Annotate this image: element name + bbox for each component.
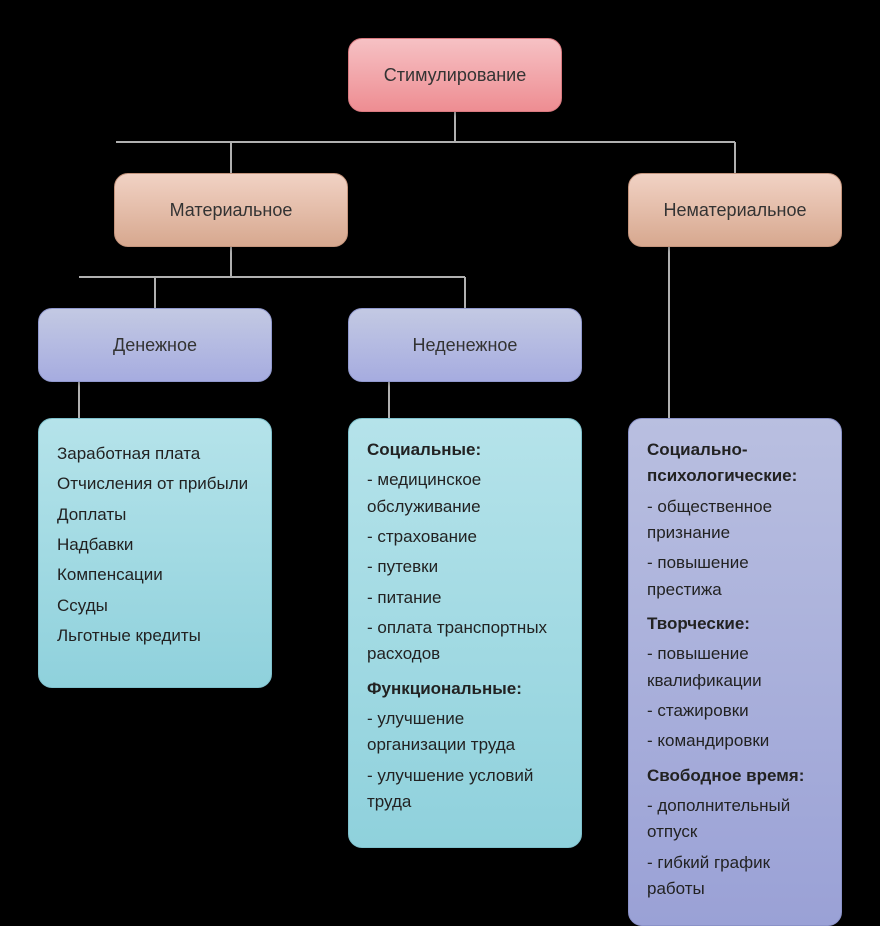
- detail-item: - путевки: [367, 554, 565, 580]
- detail-item: - улучшение условий труда: [367, 763, 565, 816]
- node-root-label: Стимулирование: [384, 65, 526, 86]
- node-monetary-label: Денежное: [113, 335, 197, 356]
- detail-item: Социально-психологические:: [647, 437, 825, 490]
- detail-item: - гибкий график работы: [647, 850, 825, 903]
- node-material-label: Материальное: [170, 200, 293, 221]
- detail-item: Льготные кредиты: [57, 623, 255, 649]
- detail-item: Ссуды: [57, 593, 255, 619]
- detail-monetary: Заработная плата Отчисления от прибыли Доп…: [38, 418, 272, 688]
- node-nonmonetary-label: Неденежное: [413, 335, 518, 356]
- node-material: Материальное: [114, 173, 348, 247]
- detail-item: Отчисления от прибыли: [57, 471, 255, 497]
- node-monetary: Денежное: [38, 308, 272, 382]
- detail-item: Творческие:: [647, 611, 825, 637]
- detail-item: - повышение квалификации: [647, 641, 825, 694]
- detail-nonmaterial: Социально-психологические:- общественное…: [628, 418, 842, 926]
- detail-item: - дополнительный отпуск: [647, 793, 825, 846]
- node-nonmonetary: Неденежное: [348, 308, 582, 382]
- detail-item: Доплаты: [57, 502, 255, 528]
- detail-item: - оплата транспортных расходов: [367, 615, 565, 668]
- detail-item: - улучшение организации труда: [367, 706, 565, 759]
- detail-item: Социальные:: [367, 437, 565, 463]
- detail-item: Заработная плата: [57, 441, 255, 467]
- node-nonmaterial: Нематериальное: [628, 173, 842, 247]
- detail-item: - повышение престижа: [647, 550, 825, 603]
- detail-item: - стажировки: [647, 698, 825, 724]
- detail-item: - страхование: [367, 524, 565, 550]
- detail-item: - командировки: [647, 728, 825, 754]
- detail-item: Свободное время:: [647, 763, 825, 789]
- node-nonmaterial-label: Нематериальное: [664, 200, 807, 221]
- detail-item: Компенсации: [57, 562, 255, 588]
- detail-item: - питание: [367, 585, 565, 611]
- detail-nonmonetary: Социальные: - медицинское обслуживание - с…: [348, 418, 582, 848]
- detail-item: - медицинское обслуживание: [367, 467, 565, 520]
- detail-item: - общественное признание: [647, 494, 825, 547]
- detail-item: Надбавки: [57, 532, 255, 558]
- node-root: Стимулирование: [348, 38, 562, 112]
- detail-item: Функциональные:: [367, 676, 565, 702]
